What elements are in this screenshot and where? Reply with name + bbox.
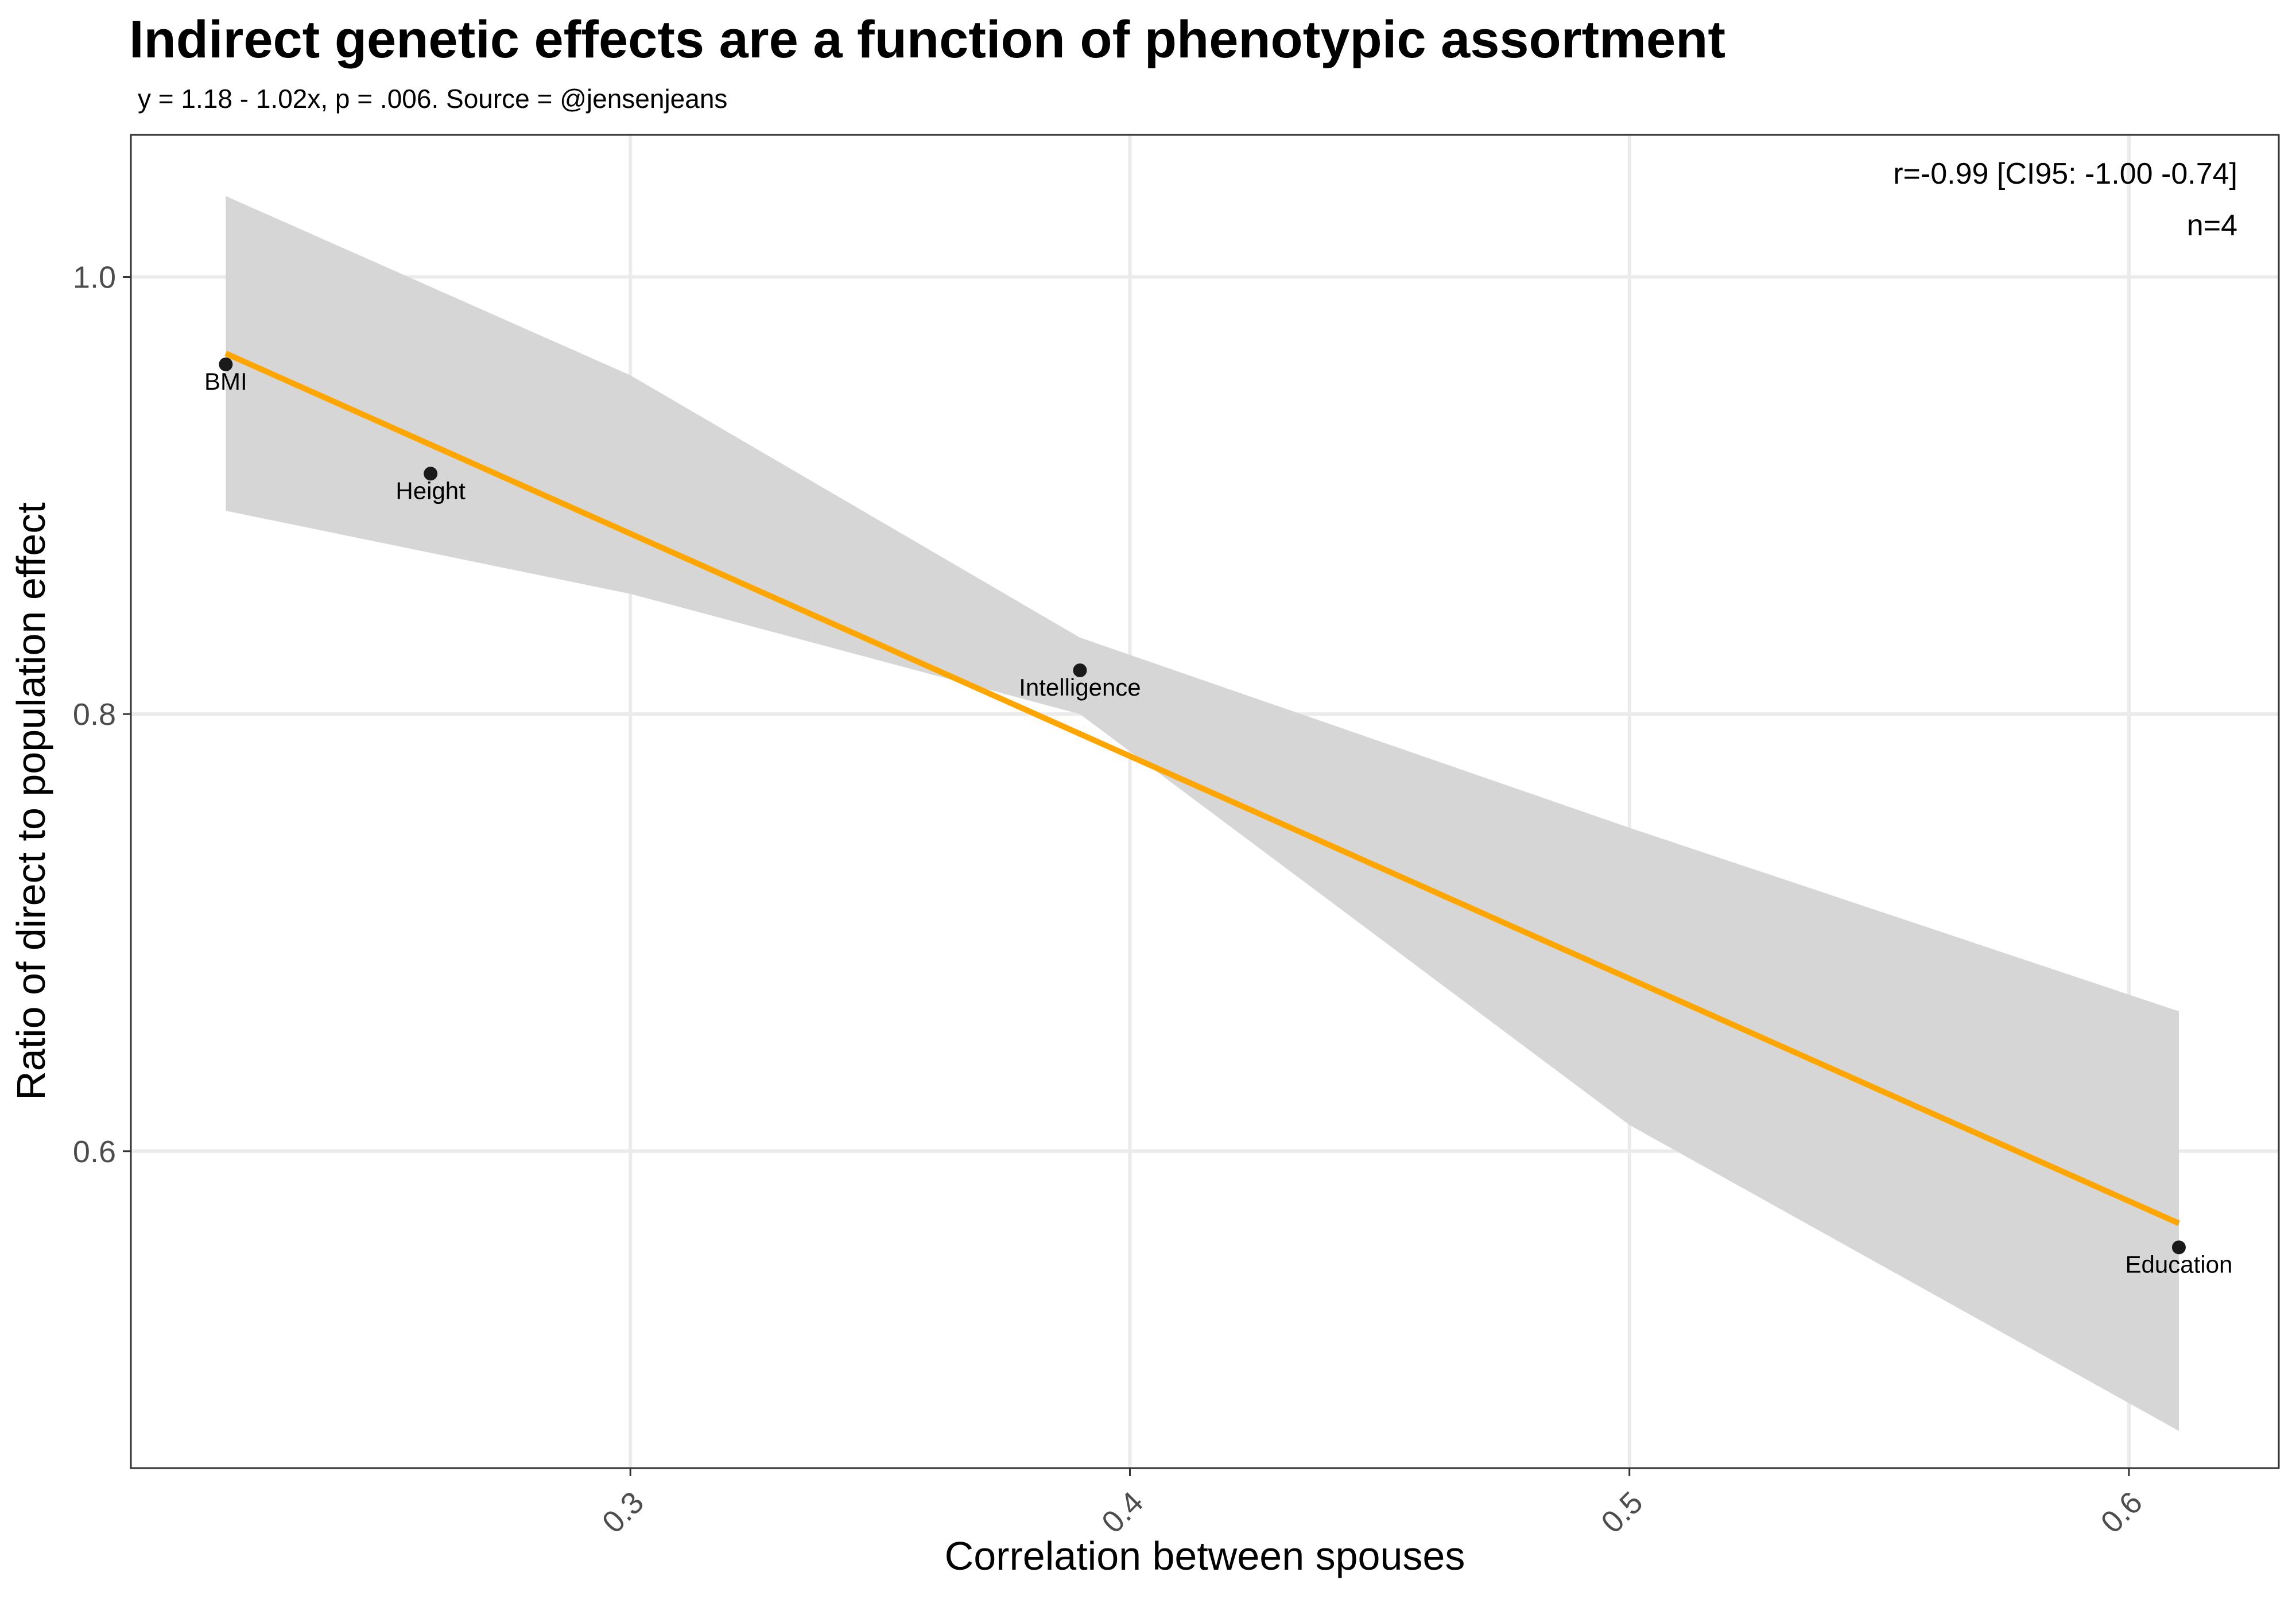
chart-title: Indirect genetic effects are a function … <box>129 10 1725 69</box>
x-tick-label: 0.3 <box>596 1485 651 1540</box>
points-layer: BMI Height Intelligence Education <box>204 357 2233 1278</box>
data-point-bmi <box>219 357 233 371</box>
x-tick-label: 0.6 <box>2094 1485 2149 1540</box>
point-label-intelligence: Intelligence <box>1019 674 1141 701</box>
fit-line-layer <box>224 351 2180 1226</box>
y-tick-label: 0.6 <box>73 1135 116 1169</box>
point-label-education: Education <box>2126 1251 2233 1278</box>
regression-line <box>224 351 2180 1226</box>
data-point-education <box>2171 1240 2186 1255</box>
y-tick-label: 0.8 <box>73 697 116 732</box>
correlation-annotation: r=-0.99 [CI95: -1.00 -0.74] <box>1893 157 2237 191</box>
y-axis-title: Ratio of direct to population effect <box>9 502 53 1100</box>
sample-size-annotation: n=4 <box>2187 209 2237 242</box>
point-label-height: Height <box>395 477 466 504</box>
y-tick-label: 1.0 <box>73 261 116 295</box>
x-axis-ticks: 0.3 0.4 0.5 0.6 <box>596 1468 2149 1540</box>
plot-panel-border <box>130 134 2280 1469</box>
chart-subtitle: y = 1.18 - 1.02x, p = .006. Source = @je… <box>138 84 727 114</box>
confidence-band-layer <box>226 196 2179 1431</box>
y-axis-ticks: 0.6 0.8 1.0 <box>73 261 131 1169</box>
x-axis-title: Correlation between spouses <box>945 1534 1465 1578</box>
data-point-height <box>424 467 438 481</box>
point-label-bmi: BMI <box>204 368 247 395</box>
x-tick-label: 0.5 <box>1595 1485 1650 1540</box>
data-point-intelligence <box>1073 663 1087 678</box>
confidence-band <box>226 196 2179 1431</box>
x-tick-label: 0.4 <box>1095 1485 1150 1540</box>
